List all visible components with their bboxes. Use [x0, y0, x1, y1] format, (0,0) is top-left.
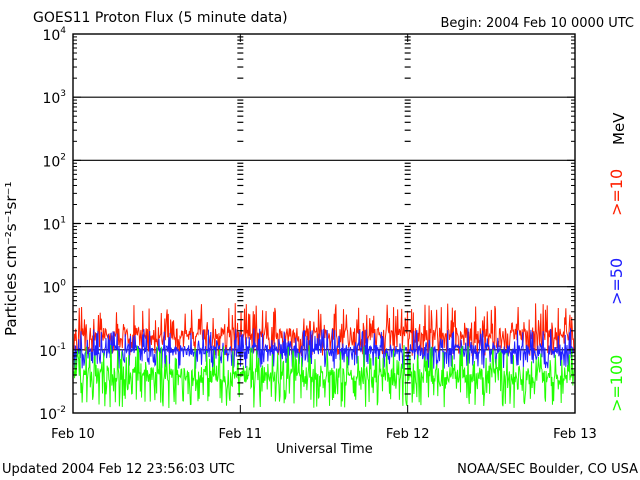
chart-title: GOES11 Proton Flux (5 minute data) — [33, 10, 288, 26]
y-tick-label-1: 10-1 — [39, 342, 66, 360]
legend-entry-0: >=10 — [607, 168, 626, 216]
y-axis-label: Particles cm⁻²s⁻¹sr⁻¹ — [2, 181, 20, 336]
y-tick-label-5: 103 — [42, 89, 66, 107]
series-line-2 — [73, 344, 575, 408]
y-tick-label-6: 104 — [42, 26, 66, 44]
day-divider-2 — [404, 36, 411, 395]
begin-time-label: Begin: 2004 Feb 10 0000 UTC — [440, 16, 634, 31]
x-tick-label-3: Feb 13 — [553, 427, 597, 442]
units-label: MeV — [610, 112, 628, 145]
x-tick-label-1: Feb 11 — [218, 427, 262, 442]
y-tick-label-3: 101 — [42, 216, 66, 234]
x-tick-label-2: Feb 12 — [386, 427, 430, 442]
x-tick-label-0: Feb 10 — [51, 427, 95, 442]
day-divider-1 — [237, 36, 244, 395]
legend-entry-1: >=50 — [607, 257, 626, 305]
updated-timestamp: Updated 2004 Feb 12 23:56:03 UTC — [2, 462, 235, 477]
y-tick-label-4: 102 — [42, 152, 66, 170]
plot-frame — [72, 33, 576, 414]
x-axis-label: Universal Time — [276, 442, 373, 457]
credit-label: NOAA/SEC Boulder, CO USA — [457, 462, 638, 477]
y-tick-label-2: 100 — [42, 279, 66, 297]
legend-entry-2: >=100 — [607, 354, 626, 412]
y-tick-label-0: 10-2 — [39, 405, 66, 423]
